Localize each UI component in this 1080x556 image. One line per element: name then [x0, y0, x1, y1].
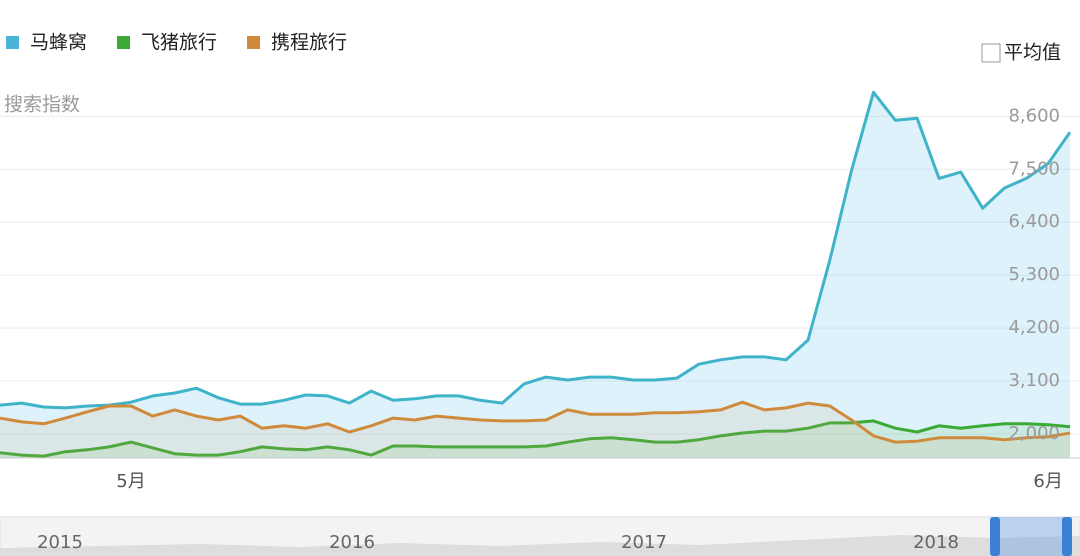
series-line — [0, 419, 1071, 458]
navigator-label: 2018 — [913, 532, 959, 553]
legend-label[interactable]: 马蜂窝 — [30, 32, 87, 54]
y-axis-label: 搜索指数 — [4, 94, 80, 116]
navigator-label: 2016 — [329, 532, 375, 553]
legend-swatch — [247, 36, 261, 49]
y-tick-label: 5,300 — [1008, 264, 1060, 285]
navigator-label: 2015 — [37, 532, 83, 553]
x-tick-label: 5月 — [116, 471, 145, 492]
series-area — [0, 402, 1070, 458]
y-tick-label: 6,400 — [1008, 211, 1060, 232]
navigator-selection[interactable] — [995, 517, 1072, 556]
y-tick-label: 3,100 — [1008, 370, 1060, 391]
y-tick-label: 4,200 — [1008, 317, 1060, 338]
series-line — [0, 400, 1071, 444]
plot-area — [0, 90, 1080, 459]
series-line — [0, 90, 1072, 410]
x-tick-label: 6月 — [1033, 471, 1062, 492]
legend-swatch — [117, 36, 131, 49]
y-tick-label: 8,600 — [1008, 105, 1060, 126]
y-tick-label: 7,500 — [1008, 158, 1060, 179]
navigator-preview — [0, 535, 1080, 556]
navigator-label: 2017 — [621, 532, 667, 553]
navigator-handle[interactable] — [990, 517, 1000, 556]
legend-label[interactable]: 携程旅行 — [271, 32, 347, 54]
series-area — [0, 92, 1070, 459]
legend-swatch — [6, 36, 19, 49]
checkbox[interactable] — [981, 43, 1001, 63]
y-tick-label: 2,000 — [1008, 423, 1060, 444]
legend-label[interactable]: 飞猪旅行 — [141, 32, 217, 54]
average-toggle[interactable]: 平均值 — [1004, 42, 1061, 64]
navigator-handle[interactable] — [1062, 517, 1072, 556]
